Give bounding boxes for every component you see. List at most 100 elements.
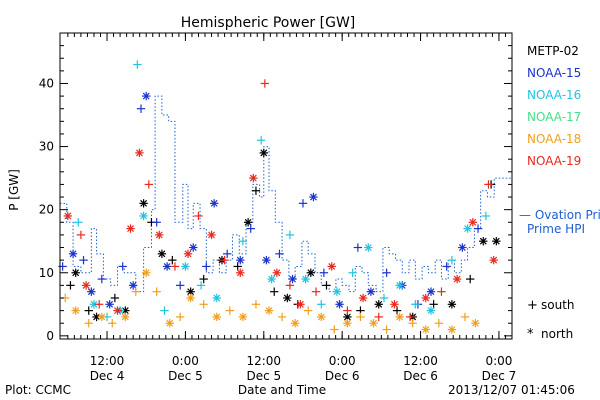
data-point: [139, 211, 148, 221]
marker-stroke: [364, 244, 372, 251]
data-point: [374, 300, 383, 309]
data-point: [426, 306, 436, 315]
data-point: [87, 287, 96, 296]
data-point: [311, 287, 321, 296]
data-point: [183, 249, 193, 259]
x-tick-time-label: 0:00: [329, 354, 356, 368]
series-noaa-16: [74, 60, 491, 322]
data-point: [366, 287, 376, 296]
data-point: [236, 268, 245, 277]
data-point: [421, 325, 430, 334]
data-point: [238, 312, 248, 322]
x-tick-day-label: Dec 6: [325, 369, 360, 383]
data-point: [76, 230, 86, 240]
data-point: [71, 268, 80, 277]
ovation-legend-label: — Ovation Prime HPI: [519, 208, 600, 222]
series-noaa-18: [61, 268, 480, 334]
marker-stroke: [166, 319, 174, 327]
data-point: [458, 243, 467, 252]
data-point: [84, 306, 93, 315]
data-point: [319, 268, 329, 277]
symbol-key: + south * north: [527, 298, 575, 342]
marker-stroke: [249, 174, 257, 182]
legend-entry: NOAA-17: [527, 110, 581, 124]
data-point: [170, 262, 180, 271]
data-point: [382, 268, 391, 277]
marker-stroke: [390, 300, 398, 308]
marker-stroke: [336, 300, 344, 308]
data-point: [262, 255, 271, 265]
marker-stroke: [296, 300, 304, 308]
marker-stroke: [187, 288, 195, 296]
x-tick-time-label: 0:00: [485, 354, 512, 368]
marker-stroke: [273, 269, 281, 277]
marker-stroke: [307, 269, 315, 277]
marker-stroke: [236, 256, 244, 264]
data-point: [84, 319, 93, 328]
data-point: [421, 293, 430, 303]
data-point: [369, 319, 378, 328]
data-point: [128, 281, 138, 290]
data-point: [142, 268, 151, 277]
marker-stroke: [265, 307, 273, 315]
x-tick-day-label: Dec 6: [403, 369, 438, 383]
marker-stroke: [359, 294, 367, 302]
data-point: [304, 306, 313, 315]
series-noaa-15: [58, 91, 483, 309]
marker-stroke: [283, 294, 291, 302]
data-point: [256, 136, 266, 145]
marker-stroke: [72, 307, 80, 315]
data-point: [306, 268, 316, 277]
data-point: [382, 325, 391, 334]
data-point: [249, 173, 258, 183]
marker-stroke: [142, 92, 150, 100]
marker-stroke: [163, 262, 171, 270]
data-point: [133, 60, 142, 69]
data-point: [199, 274, 208, 284]
data-point: [71, 306, 80, 315]
marker-stroke: [239, 313, 247, 321]
marker-stroke: [422, 326, 430, 333]
data-point: [264, 306, 274, 315]
data-point: [353, 243, 363, 252]
data-point: [460, 312, 470, 322]
marker-stroke: [422, 294, 430, 302]
data-point: [105, 300, 114, 309]
data-point: [481, 211, 491, 221]
symbol-key-label: north: [541, 327, 573, 341]
data-point: [317, 312, 326, 322]
data-point: [63, 211, 73, 221]
data-point: [113, 306, 122, 315]
data-point: [202, 262, 211, 271]
legend: METP-02 NOAA-15 NOAA-16 NOAA-17 NOAA-18 NOAA-…: [527, 44, 581, 168]
x-tick-time-label: 12:00: [90, 354, 125, 368]
data-point: [322, 281, 331, 290]
x-tick-day-label: Dec 4: [90, 369, 125, 383]
marker-stroke: [87, 288, 95, 296]
data-point: [298, 199, 308, 208]
data-point: [79, 255, 88, 265]
marker-stroke: [328, 262, 336, 270]
data-point: [452, 274, 462, 284]
data-point: [251, 186, 261, 195]
data-point: [492, 237, 501, 246]
data-point: [131, 287, 140, 296]
data-point: [463, 224, 472, 233]
data-point: [442, 262, 451, 271]
data-point: [108, 319, 117, 328]
marker-stroke: [396, 313, 404, 321]
marker-stroke: [370, 319, 377, 327]
marker-stroke: [268, 275, 276, 283]
data-point: [181, 262, 190, 271]
marker-stroke: [82, 281, 90, 289]
data-point: [343, 319, 352, 328]
symbol-key-label: south: [541, 298, 575, 312]
y-axis: 0 10 20 30 40: [39, 45, 512, 343]
legend-entry: NOAA-19: [527, 154, 581, 168]
marker-stroke: [453, 275, 461, 283]
footer-left: Plot: CCMC: [5, 383, 71, 397]
data-point: [327, 262, 336, 271]
data-point: [142, 91, 151, 101]
data-point: [343, 306, 352, 315]
